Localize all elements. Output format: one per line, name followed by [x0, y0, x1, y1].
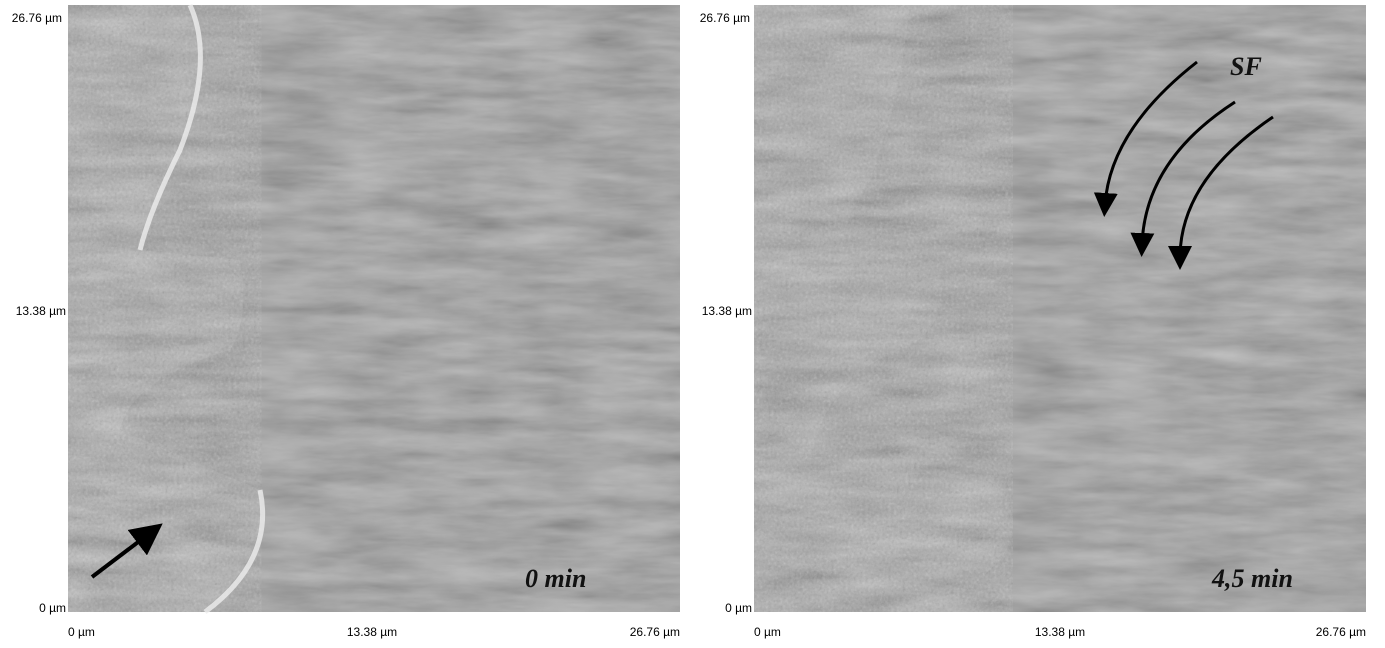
x-label: 0 µm [754, 625, 781, 639]
y-label: 0 µm [39, 601, 66, 615]
y-label: 26.76 µm [700, 11, 750, 25]
y-label: 26.76 µm [12, 11, 62, 25]
x-label: 13.38 µm [347, 625, 397, 639]
y-label: 13.38 µm [16, 304, 66, 318]
time-label: 0 min [525, 564, 586, 593]
x-label: 26.76 µm [1316, 625, 1366, 639]
figure: 26.76 µm 13.38 µm 0 µm 0 µm 13.38 µm 26.… [0, 0, 1385, 643]
y-label: 0 µm [725, 601, 752, 615]
time-label: 4,5 min [1211, 564, 1293, 593]
x-label: 0 µm [68, 625, 95, 639]
x-label: 13.38 µm [1035, 625, 1085, 639]
image-right [754, 5, 1366, 612]
sf-label: SF [1230, 52, 1262, 81]
x-label: 26.76 µm [630, 625, 680, 639]
page: 26.76 µm 13.38 µm 0 µm 0 µm 13.38 µm 26.… [0, 0, 1385, 643]
y-label: 13.38 µm [702, 304, 752, 318]
image-left [68, 5, 680, 612]
